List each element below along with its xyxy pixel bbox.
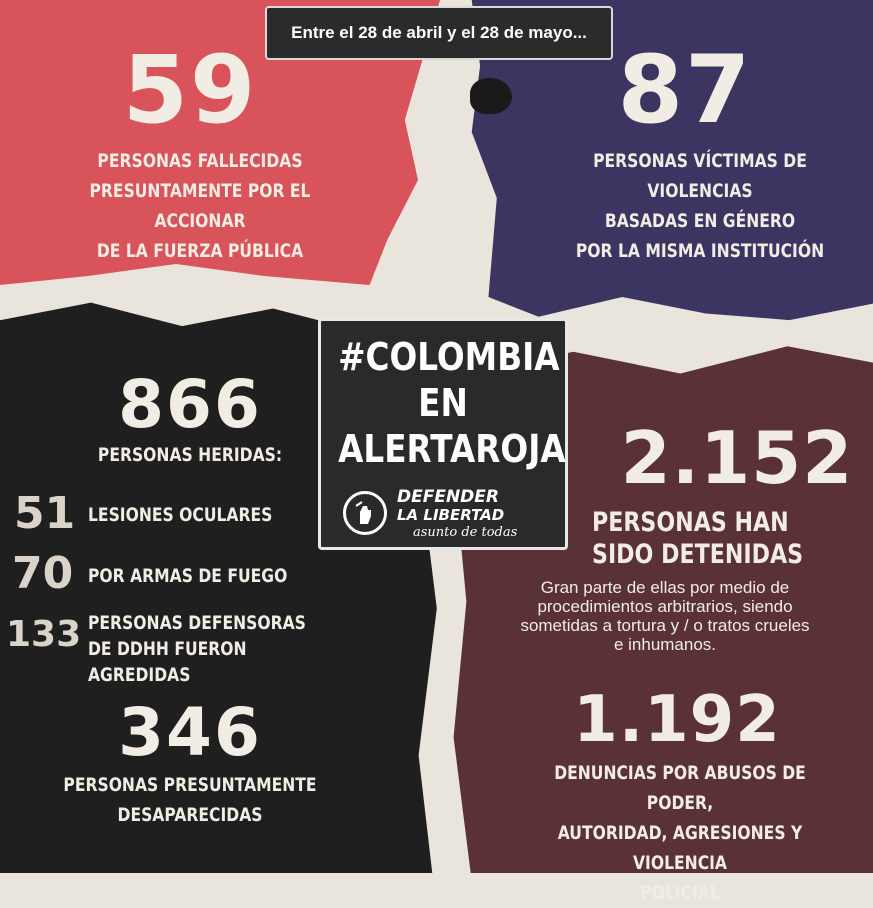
hashtag-line-1: #COLOMBIA (338, 335, 560, 379)
armas-number: 70 (12, 548, 74, 599)
detenidos-detail-2: procedimientos arbitrarios, siendo (537, 597, 793, 616)
denuncias-number: 1.192 (573, 683, 781, 757)
detenidos-detail-1: Gran parte de ellas por medio de (540, 578, 790, 597)
detenidos-line-2: SIDO DETENIDAS (592, 539, 804, 570)
logo-line-2: LA LIBERTAD (397, 506, 505, 524)
defensoras-text: PERSONAS DEFENSORAS DE DDHH FUERON AGRED… (88, 610, 334, 688)
detenidos-number: 2.152 (620, 416, 854, 500)
desaparecidos-line-1: PERSONAS PRESUNTAMENTE (63, 774, 317, 796)
defensoras-line-2: DE DDHH FUERON AGREDIDAS (88, 638, 247, 686)
hashtag-line-3: ALERTAROJA (338, 427, 566, 471)
violencias-number: 87 (617, 36, 753, 145)
torn-hole (470, 78, 512, 114)
detenidos-detail-3: sometidas a tortura y / o tratos crueles (520, 616, 810, 635)
violencias-line-1: PERSONAS VÍCTIMAS DE VIOLENCIAS (593, 150, 807, 202)
denuncias-line-1: DENUNCIAS POR ABUSOS DE PODER, (554, 762, 806, 814)
hashtag-badge: #COLOMBIA EN ALERTAROJA DEFENDER LA LIBE… (318, 318, 568, 550)
hashtag-line-2: EN (418, 381, 468, 425)
desaparecidos-caption: PERSONAS PRESUNTAMENTE DESAPARECIDAS (42, 770, 337, 830)
heridos-number: 866 (118, 366, 262, 443)
fallecidos-line-1: PERSONAS FALLECIDAS (97, 150, 303, 172)
detenidos-caption: PERSONAS HAN SIDO DETENIDAS (592, 507, 805, 571)
violencias-line-2: BASADAS EN GÉNERO (604, 210, 796, 232)
defender-la-libertad-logo: DEFENDER LA LIBERTAD asunto de todas (343, 485, 549, 543)
defensoras-line-1: PERSONAS DEFENSORAS (88, 612, 306, 634)
logo-tagline: asunto de todas (413, 525, 518, 540)
heridos-label: PERSONAS HERIDAS: (97, 444, 283, 466)
detenidos-detail: Gran parte de ellas por medio de procedi… (500, 578, 830, 654)
denuncias-caption: DENUNCIAS POR ABUSOS DE PODER, AUTORIDAD… (532, 758, 827, 908)
period-banner: Entre el 28 de abril y el 28 de mayo... (265, 6, 613, 60)
lesiones-text: LESIONES OCULARES (88, 504, 273, 526)
detenidos-detail-4: e inhumanos. (613, 635, 717, 654)
fist-icon (343, 491, 387, 535)
denuncias-line-3: POLICIAL (640, 882, 720, 904)
violencias-line-3: POR LA MISMA INSTITUCIÓN (575, 240, 825, 262)
fallecidos-line-3: DE LA FUERZA PÚBLICA (96, 240, 304, 262)
defensoras-number: 133 (6, 614, 82, 655)
desaparecidos-line-2: DESAPARECIDAS (117, 804, 263, 826)
logo-line-1: DEFENDER (397, 487, 499, 507)
lesiones-number: 51 (14, 488, 76, 539)
desaparecidos-number: 346 (118, 694, 262, 771)
denuncias-line-2: AUTORIDAD, AGRESIONES Y VIOLENCIA (557, 822, 803, 874)
fallecidos-line-2: PRESUNTAMENTE POR EL ACCIONAR (89, 180, 311, 232)
fallecidos-number: 59 (122, 36, 258, 145)
violencias-caption: PERSONAS VÍCTIMAS DE VIOLENCIAS BASADAS … (569, 146, 831, 266)
armas-text: POR ARMAS DE FUEGO (88, 565, 288, 587)
detenidos-line-1: PERSONAS HAN (592, 507, 789, 538)
fallecidos-caption: PERSONAS FALLECIDAS PRESUNTAMENTE POR EL… (44, 146, 356, 266)
period-text: Entre el 28 de abril y el 28 de mayo... (291, 23, 587, 42)
